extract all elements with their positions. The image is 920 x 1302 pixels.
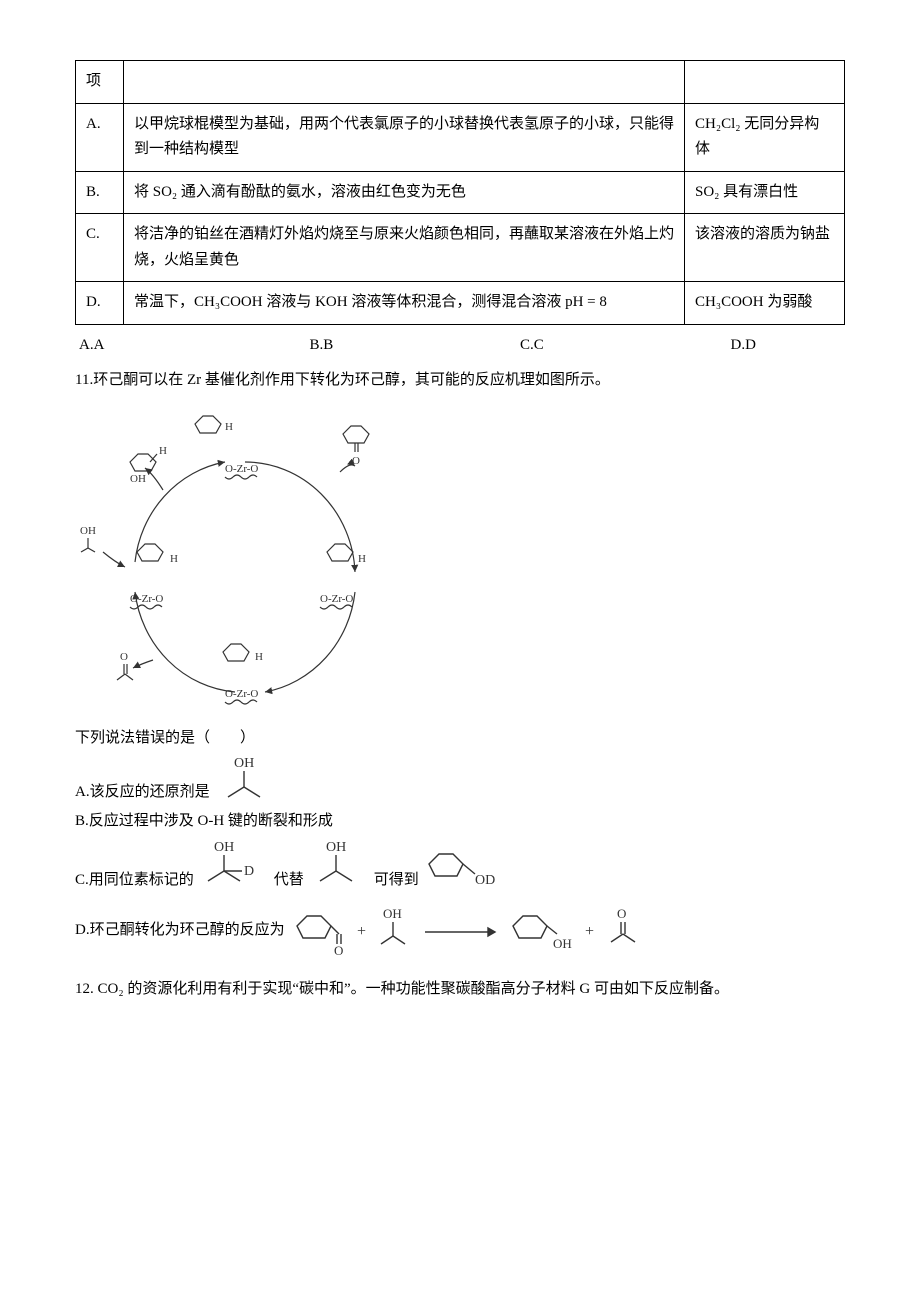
row-concl: CH₂Cl₂ 无同分异构体 [685,103,845,171]
row-desc: 将洁净的铂丝在酒精灯外焰灼烧至与原来火焰颜色相同，再蘸取某溶液在外焰上灼烧，火焰… [124,214,685,282]
table-row: A. 以甲烷球棍模型为基础，用两个代表氯原子的小球替换代表氢原子的小球，只能得到… [76,103,845,171]
option-a-text: A.该反应的还原剂是 [75,780,210,806]
table-header-cell [124,61,685,104]
svg-text:OH: OH [80,525,96,537]
option-c-mid: 代替 [274,868,304,894]
experiment-table: 项 A. 以甲烷球棍模型为基础，用两个代表氯原子的小球替换代表氢原子的小球，只能… [75,60,845,325]
svg-text:H: H [225,421,233,433]
row-label: A. [76,103,124,171]
option-a: A.A [79,333,190,359]
row-concl: CH₃COOH 为弱酸 [685,282,845,325]
svg-text:OH: OH [383,906,402,921]
option-c-pre: C.用同位素标记的 [75,868,194,894]
q10-options: A.A B.B C.C D.D [75,333,845,365]
row-label: C. [76,214,124,282]
row-desc: 常温下，CH₃COOH 溶液与 KOH 溶液等体积混合，测得混合溶液 pH = … [124,282,685,325]
table-header-cell [685,61,845,104]
q11-option-c: C.用同位素标记的 OH D 代替 OH 可得到 OD [75,839,845,894]
reaction-mechanism-diagram: O-Zr-O O-Zr-O O-Zr-O O-Zr-O OH H H O H O… [75,402,415,722]
table-header-cell: 项 [76,61,124,104]
svg-text:OH: OH [130,473,146,485]
option-c: C.C [420,333,631,359]
q11-option-b: B.反应过程中涉及 O-H 键的断裂和形成 [75,809,845,835]
option-b: B.B [190,333,421,359]
svg-text:O: O [334,943,343,958]
d-isopropanol-icon: OH D [194,839,274,894]
row-label: D. [76,282,124,325]
cyclohexanol-od-icon: OD [419,844,519,894]
isopropanol-icon: OH [304,839,374,894]
row-label: B. [76,171,124,214]
svg-text:OH: OH [214,840,234,855]
svg-text:O-Zr-O: O-Zr-O [225,688,258,700]
row-desc: 以甲烷球棍模型为基础，用两个代表氯原子的小球替换代表氢原子的小球，只能得到一种结… [124,103,685,171]
row-concl: 该溶液的溶质为钠盐 [685,214,845,282]
table-row: 项 [76,61,845,104]
reaction-equation-icon: O + OH OH + O [285,904,685,959]
svg-text:+: + [357,923,366,940]
table-row: B. 将 SO₂ 通入滴有酚酞的氨水，溶液由红色变为无色 SO₂ 具有漂白性 [76,171,845,214]
row-concl: SO₂ 具有漂白性 [685,171,845,214]
svg-text:O-Zr-O: O-Zr-O [320,593,353,605]
option-d-pre: D.环己酮转化为环己醇的反应为 [75,918,285,944]
svg-text:+: + [585,923,594,940]
q11-option-d: D.环己酮转化为环己醇的反应为 O + OH OH + O [75,904,845,959]
svg-text:OH: OH [234,756,254,771]
q11-prompt: 下列说法错误的是（ ） [75,726,845,752]
svg-text:O: O [617,906,626,921]
svg-text:H: H [159,445,167,457]
table-row: C. 将洁净的铂丝在酒精灯外焰灼烧至与原来火焰颜色相同，再蘸取某溶液在外焰上灼烧… [76,214,845,282]
table-row: D. 常温下，CH₃COOH 溶液与 KOH 溶液等体积混合，测得混合溶液 pH… [76,282,845,325]
svg-text:OH: OH [326,840,346,855]
svg-text:O-Zr-O: O-Zr-O [130,593,163,605]
svg-text:D: D [244,864,254,879]
option-c-post: 可得到 [374,868,419,894]
svg-text:H: H [255,651,263,663]
svg-text:O-Zr-O: O-Zr-O [225,463,258,475]
q11-stem: 11.环己酮可以在 Zr 基催化剂作用下转化为环己醇，其可能的反应机理如图所示。 [75,368,845,394]
row-desc: 将 SO₂ 通入滴有酚酞的氨水，溶液由红色变为无色 [124,171,685,214]
isopropanol-icon: OH [210,755,280,805]
svg-text:OD: OD [475,873,495,888]
q12-stem: 12. CO₂ 的资源化利用有利于实现“碳中和”。一种功能性聚碳酸酯高分子材料 … [75,977,845,1003]
svg-text:H: H [358,553,366,565]
svg-text:H: H [170,553,178,565]
svg-text:OH: OH [553,936,572,951]
q11-option-a: A.该反应的还原剂是 OH [75,755,845,805]
svg-text:O: O [120,651,128,663]
option-d: D.D [631,333,842,359]
